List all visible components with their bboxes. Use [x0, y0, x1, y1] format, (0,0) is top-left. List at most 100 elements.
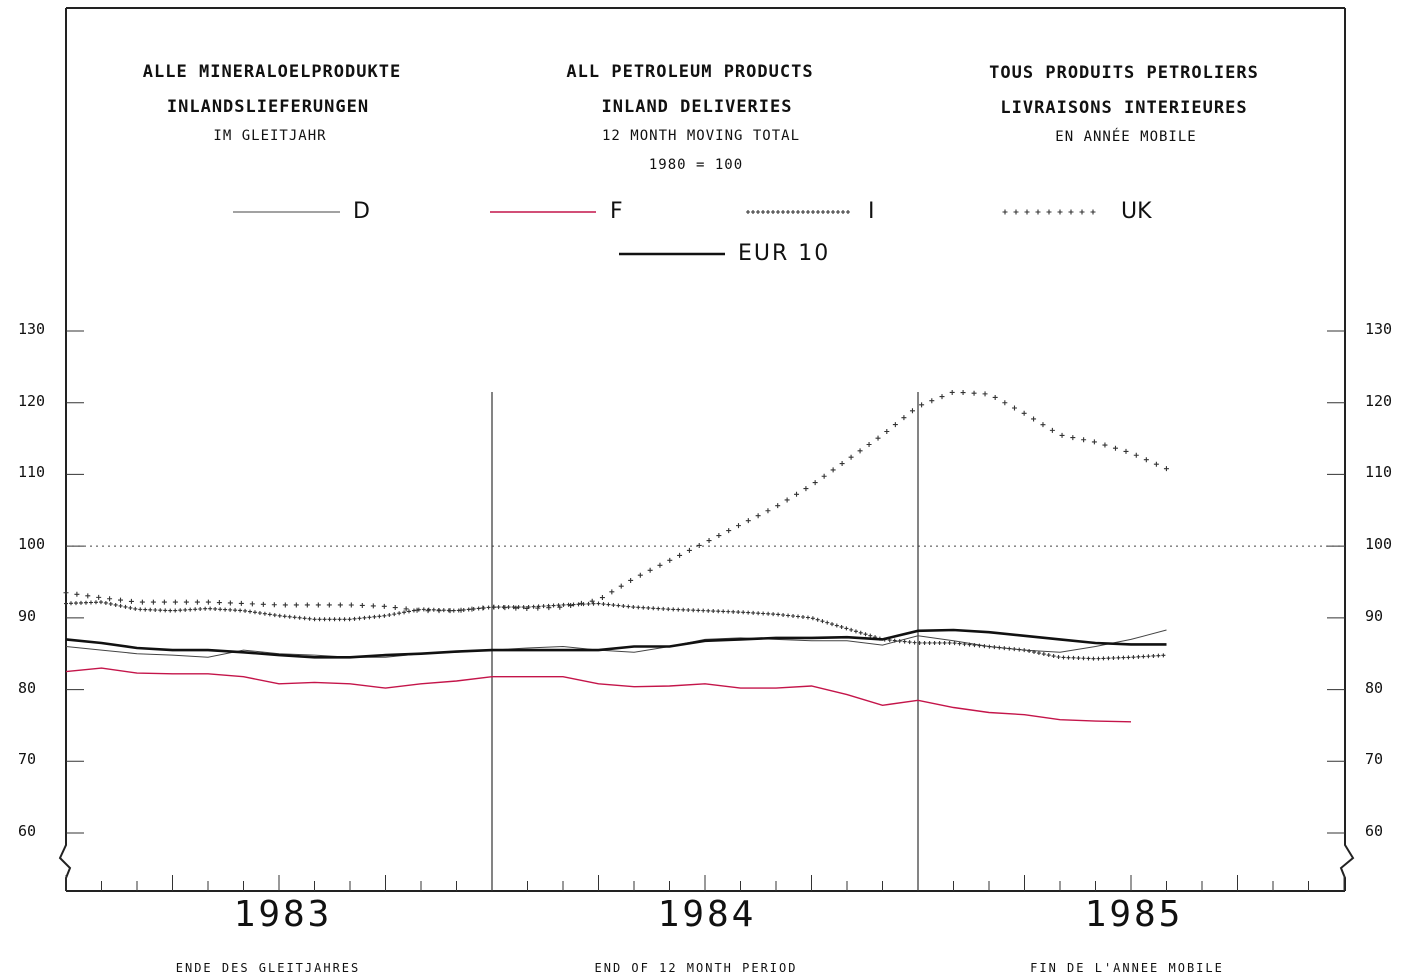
x-axis	[65, 875, 1345, 891]
legend-sample-i	[796, 210, 800, 214]
series-point-i	[646, 605, 651, 610]
series-point-uk	[775, 503, 781, 509]
series-point-uk	[848, 454, 854, 460]
series-point-uk	[205, 599, 211, 605]
series-point-i	[701, 608, 706, 613]
series-point-i	[696, 608, 701, 613]
legend-sample-i	[776, 210, 780, 214]
series-point-uk	[1143, 457, 1149, 463]
series-point-i	[1002, 646, 1007, 651]
series-point-uk	[599, 595, 605, 601]
series-point-uk	[172, 599, 178, 605]
series-point-uk	[939, 394, 945, 400]
series-point-i	[781, 612, 786, 617]
series-point-i	[766, 611, 771, 616]
series-point-i	[761, 611, 766, 616]
series-point-uk	[74, 591, 80, 597]
series-point-i	[907, 640, 912, 645]
series-point-i	[927, 640, 932, 645]
series-point-i	[834, 623, 839, 628]
series-point-i	[1101, 656, 1106, 661]
series-point-i	[1141, 654, 1146, 659]
series-point-uk	[677, 552, 683, 558]
series-point-i	[992, 645, 997, 650]
legend-sample-i	[801, 210, 805, 214]
series-point-i	[1161, 653, 1166, 658]
series-point-i	[406, 609, 411, 614]
series-f	[65, 667, 1132, 723]
series-point-uk	[1123, 448, 1129, 454]
series-point-i	[566, 602, 571, 607]
series-point-i	[982, 644, 987, 649]
series-point-i	[173, 608, 178, 613]
series-point-uk	[139, 599, 145, 605]
series-point-uk	[1070, 435, 1076, 441]
series-point-uk	[971, 390, 977, 396]
legend-sample-i	[791, 210, 795, 214]
series-point-i	[1146, 654, 1151, 659]
series-point-uk	[812, 480, 818, 486]
legend-label-f: F	[610, 199, 623, 224]
series-point-i	[257, 611, 262, 616]
y-tick-label: 60	[1365, 822, 1384, 840]
series-point-uk	[107, 596, 113, 602]
series-point-i	[93, 600, 98, 605]
series-point-i	[551, 603, 556, 608]
series-point-i	[337, 617, 342, 622]
series-point-uk	[326, 602, 332, 608]
series-point-i	[1051, 654, 1056, 659]
legend-label-eur10: EUR 10	[738, 241, 831, 266]
series-point-i	[611, 603, 616, 608]
series-eur10	[65, 628, 1167, 659]
legend-sample-i	[821, 210, 825, 214]
series-point-uk	[348, 602, 354, 608]
series-point-i	[1136, 654, 1141, 659]
series-point-i	[1111, 656, 1116, 661]
series-point-i	[88, 600, 93, 605]
legend-sample-i	[771, 210, 775, 214]
series-point-i	[815, 617, 820, 622]
series-point-uk	[919, 402, 925, 408]
series-point-i	[262, 611, 267, 616]
series-point-i	[676, 607, 681, 612]
series-point-uk	[821, 473, 827, 479]
series-point-i	[606, 602, 611, 607]
series-point-uk	[568, 603, 574, 609]
series-point-uk	[271, 602, 277, 608]
series-point-uk	[238, 600, 244, 606]
legend	[233, 209, 1096, 256]
series-point-i	[193, 607, 198, 612]
series-point-i	[651, 606, 656, 611]
series-point-i	[591, 601, 596, 606]
series-point-i	[327, 617, 332, 622]
legend-sample-i	[841, 210, 845, 214]
series-point-uk	[726, 528, 732, 534]
series-point-i	[820, 619, 825, 624]
series-point-uk	[436, 608, 442, 614]
series-point-uk	[524, 606, 530, 612]
series-point-i	[431, 607, 436, 612]
series-point-uk	[830, 467, 836, 473]
series-point-uk	[128, 598, 134, 604]
series-point-i	[825, 620, 830, 625]
legend-sample-uk	[1079, 209, 1085, 215]
series-point-i	[902, 639, 907, 644]
series-point-i	[133, 606, 138, 611]
series-point-i	[228, 607, 233, 612]
series-point-i	[357, 616, 362, 621]
series-point-uk	[637, 572, 643, 578]
series-point-i	[243, 608, 248, 613]
series-point-i	[178, 608, 183, 613]
series-point-i	[138, 607, 143, 612]
series-point-uk	[745, 518, 751, 524]
series-point-i	[208, 606, 213, 611]
title-en-line3: 12 MONTH MOVING TOTAL	[601, 128, 801, 144]
series-point-i	[897, 639, 902, 644]
series-point-i	[496, 605, 501, 610]
series-point-i	[691, 608, 696, 613]
legend-sample-uk	[1024, 209, 1030, 215]
title-fr-line3: EN ANNÉE MOBILE	[1055, 129, 1197, 145]
series-point-i	[64, 601, 68, 606]
series-point-i	[616, 603, 621, 608]
legend-sample-i	[836, 210, 840, 214]
